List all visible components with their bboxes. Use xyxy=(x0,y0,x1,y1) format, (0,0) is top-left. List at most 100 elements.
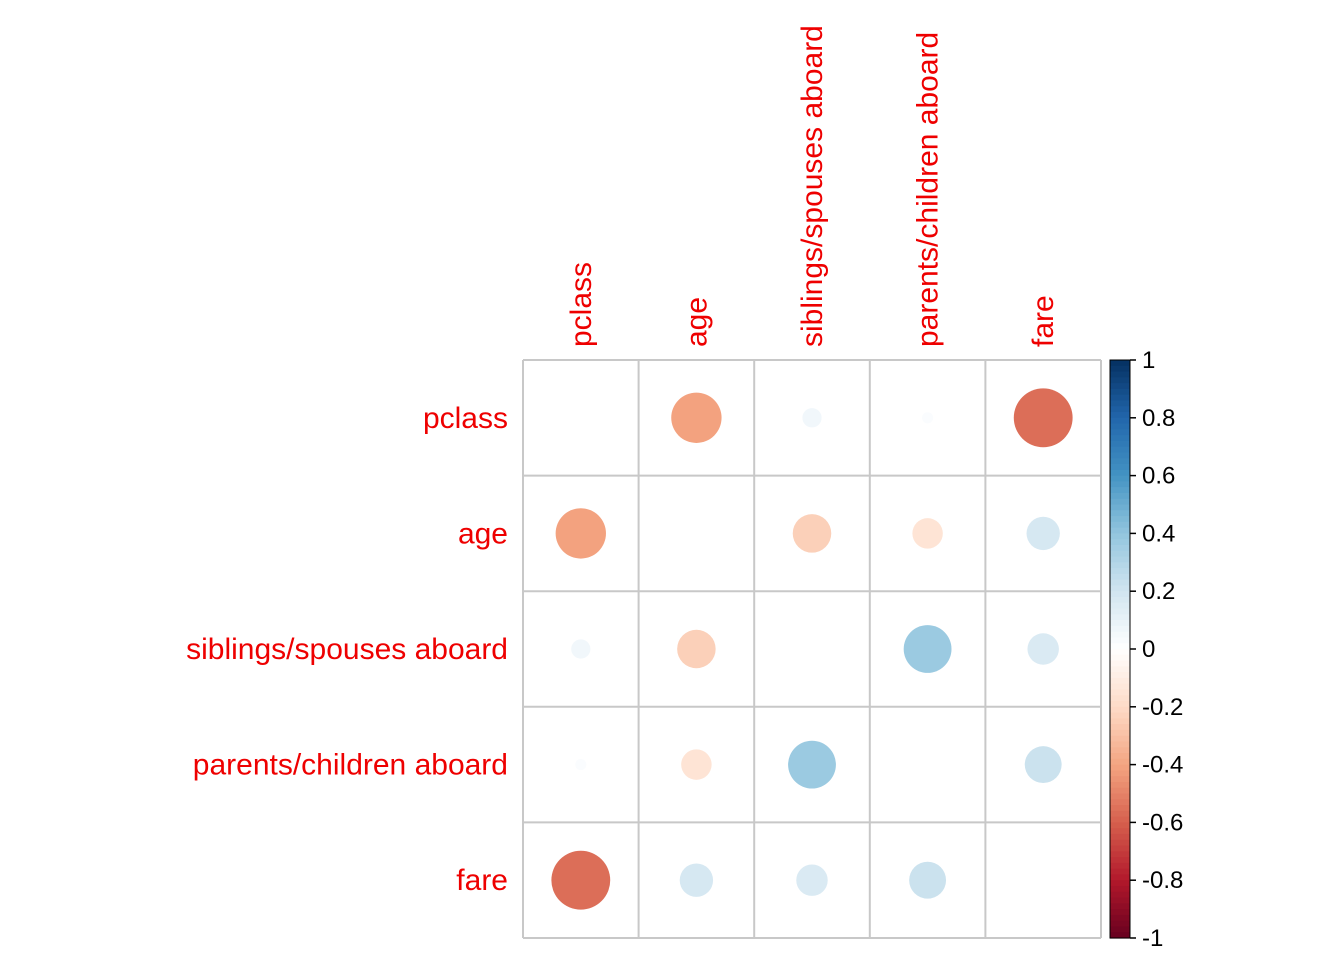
correlation-circles xyxy=(551,388,1073,910)
colorbar-segment xyxy=(1110,781,1130,789)
correlation-circle-1-0 xyxy=(555,508,606,559)
colorbar-segment xyxy=(1110,573,1130,581)
colorbar-segment xyxy=(1110,562,1130,569)
colorbar-segment xyxy=(1110,926,1130,933)
colorbar-segment xyxy=(1110,452,1130,459)
column-label: fare xyxy=(1027,295,1060,347)
colorbar-tick-label: 0.6 xyxy=(1142,463,1175,490)
correlation-circle-0-3 xyxy=(922,412,934,424)
column-label: pclass xyxy=(565,262,598,347)
colorbar-segment xyxy=(1110,487,1130,494)
colorbar-segment xyxy=(1110,654,1130,662)
colorbar-segment xyxy=(1110,701,1130,708)
colorbar-segment xyxy=(1110,706,1130,714)
colorbar-segment xyxy=(1110,805,1130,812)
colorbar-segment xyxy=(1110,666,1130,673)
colorbar-segment xyxy=(1110,885,1130,893)
colorbar-segment xyxy=(1110,417,1130,425)
colorbar-segment xyxy=(1110,810,1130,818)
colorbar-segment xyxy=(1110,891,1130,899)
column-labels: pclass age siblings/spouses aboard parents/… xyxy=(565,25,1060,347)
colorbar-segment xyxy=(1110,683,1130,691)
row-label: siblings/spouses aboard xyxy=(186,633,508,666)
colorbar-segment xyxy=(1110,539,1130,546)
colorbar-segment xyxy=(1110,440,1130,448)
row-label: fare xyxy=(456,864,508,897)
colorbar-segment xyxy=(1110,764,1130,771)
colorbar-segment xyxy=(1110,498,1130,506)
colorbar-segment xyxy=(1110,729,1130,737)
colorbar-segment xyxy=(1110,914,1130,922)
colorbar-segment xyxy=(1110,527,1130,534)
colorbar-segment xyxy=(1110,695,1130,702)
colorbar-segment xyxy=(1110,920,1130,928)
colorbar-segment xyxy=(1110,591,1130,598)
colorbar-segment xyxy=(1110,799,1130,806)
colorbar-segment xyxy=(1110,649,1130,656)
colorbar-segment xyxy=(1110,643,1130,650)
colorbar-segment xyxy=(1110,394,1130,402)
colorbar-segment xyxy=(1110,735,1130,743)
colorbar-segment xyxy=(1110,602,1130,610)
colorbar-segment xyxy=(1110,637,1130,644)
colorbar-segment xyxy=(1110,568,1130,575)
colorbar-segment xyxy=(1110,776,1130,783)
correlation-grid xyxy=(522,359,1102,939)
colorbar-segment xyxy=(1110,556,1130,563)
correlation-circle-4-0 xyxy=(551,850,611,910)
colorbar-segment xyxy=(1110,851,1130,858)
colorbar-segment xyxy=(1110,469,1130,477)
colorbar-segment xyxy=(1110,718,1130,725)
colorbar-segment xyxy=(1110,897,1130,904)
colorbar-segment xyxy=(1110,492,1130,500)
colorbar-segment xyxy=(1110,672,1130,679)
colorbar-segment xyxy=(1110,475,1130,482)
colorbar-segment xyxy=(1110,371,1130,378)
colorbar-segment xyxy=(1110,909,1130,916)
colorbar-segment xyxy=(1110,677,1130,685)
colorbar-segment xyxy=(1110,857,1130,864)
colorbar-segment xyxy=(1110,620,1130,627)
correlation-circle-3-4 xyxy=(1024,746,1062,784)
colorbar-segment xyxy=(1110,874,1130,881)
colorbar-tick-label: 0.4 xyxy=(1142,520,1175,547)
colorbar-segment xyxy=(1110,712,1130,719)
correlation-circle-0-1 xyxy=(671,392,722,443)
colorbar-segment xyxy=(1110,828,1130,835)
row-label: pclass xyxy=(423,402,508,435)
correlation-circle-1-4 xyxy=(1026,516,1060,551)
colorbar-segment xyxy=(1110,689,1130,696)
colorbar-tick-label: -0.2 xyxy=(1142,694,1183,721)
colorbar-segment xyxy=(1110,753,1130,760)
colorbar-segment xyxy=(1110,932,1130,939)
colorbar-tick-label: -0.6 xyxy=(1142,809,1183,836)
colorbar-segment xyxy=(1110,464,1130,471)
colorbar-segment xyxy=(1110,446,1130,454)
correlation-circle-2-4 xyxy=(1027,633,1059,665)
colorbar-segment xyxy=(1110,377,1130,384)
colorbar-segment xyxy=(1110,550,1130,558)
correlation-circle-0-2 xyxy=(802,408,822,428)
colorbar-segment xyxy=(1110,365,1130,373)
colorbar-segment xyxy=(1110,360,1130,367)
colorbar-segment xyxy=(1110,862,1130,870)
correlation-circle-3-1 xyxy=(681,749,712,780)
colorbar-segment xyxy=(1110,880,1130,887)
colorbar-segment xyxy=(1110,822,1130,829)
colorbar-tick-label: -1 xyxy=(1142,925,1163,952)
colorbar-segment xyxy=(1110,504,1130,511)
colorbar-segment xyxy=(1110,614,1130,621)
colorbar-segment xyxy=(1110,747,1130,754)
colorbar-segment xyxy=(1110,631,1130,639)
colorbar-segment xyxy=(1110,516,1130,523)
colorbar-segment xyxy=(1110,793,1130,800)
colorbar-segment xyxy=(1110,608,1130,615)
colorbar-segment xyxy=(1110,770,1130,777)
colorbar-segment xyxy=(1110,388,1130,396)
colorbar-segment xyxy=(1110,868,1130,876)
colorbar-segment xyxy=(1110,383,1130,390)
correlation-circle-0-4 xyxy=(1013,388,1073,448)
colorbar-tick-label: 0 xyxy=(1142,636,1155,663)
colorbar-legend: 1 0.8 0.6 0.4 0.2 0 -0.2 -0.4 -0.6 -0.8 -1 xyxy=(1109,347,1183,952)
colorbar-segment xyxy=(1110,510,1130,517)
